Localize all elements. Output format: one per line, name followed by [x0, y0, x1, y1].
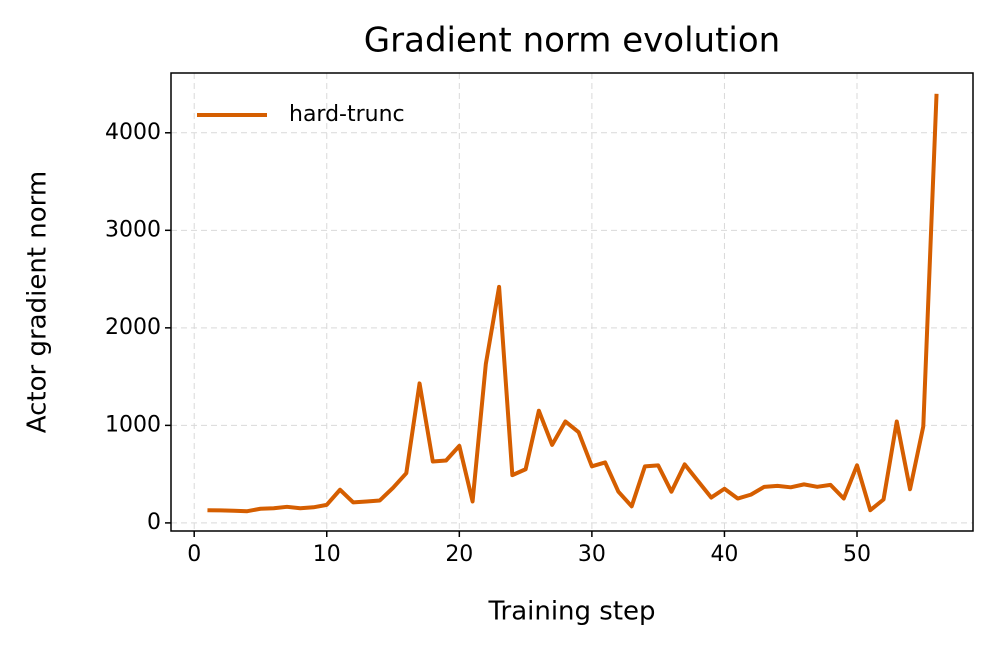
- legend-label: hard-trunc: [289, 102, 405, 127]
- x-tick-label: 0: [187, 542, 201, 567]
- series-line: [207, 93, 939, 514]
- plot-frame: [170, 72, 974, 532]
- x-axis-label: Training step: [487, 597, 655, 627]
- x-tick-label: 10: [313, 542, 341, 567]
- x-tick-label: 50: [843, 542, 871, 567]
- y-tick-label: 4000: [105, 120, 161, 145]
- x-tick-label: 20: [445, 542, 473, 567]
- x-tick-label: 30: [578, 542, 606, 567]
- y-tick-label: 0: [147, 510, 161, 535]
- x-tick-label: 40: [710, 542, 738, 567]
- y-tick-label: 1000: [105, 412, 161, 437]
- y-tick-label: 3000: [105, 217, 161, 242]
- chart-title: Gradient norm evolution: [364, 21, 780, 61]
- y-axis-label: Actor gradient norm: [23, 171, 53, 433]
- y-tick-label: 2000: [105, 315, 161, 340]
